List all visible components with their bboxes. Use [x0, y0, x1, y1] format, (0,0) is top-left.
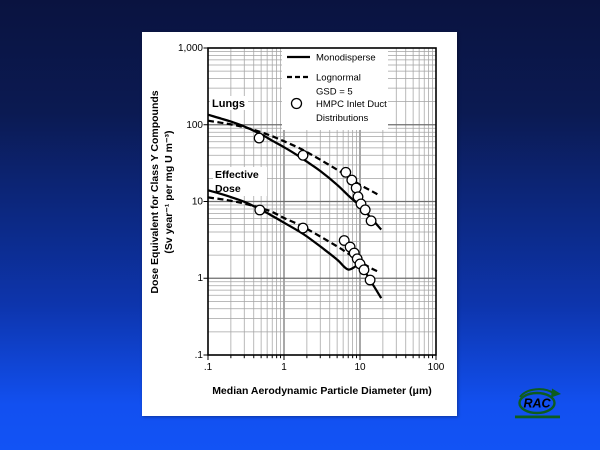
y-tick-label-1: 1	[197, 273, 203, 284]
y-axis-title-line2: (Sv year⁻¹ per mg U m⁻³)	[163, 130, 175, 253]
lungs-curve-label: Lungs	[212, 98, 245, 110]
y-tick-label-10: 10	[192, 197, 204, 208]
plot-frame	[207, 47, 437, 356]
dose-vs-particle-diameter-chart: Monodisperse Lognormal GSD = 5 HMPC Inle…	[149, 43, 445, 397]
hmpc-data-point	[365, 215, 377, 227]
hmpc-data-point	[297, 222, 309, 234]
legend-background	[282, 46, 388, 130]
hmpc-circle-markers	[253, 132, 377, 286]
y-tick-label-1000: 1,000	[178, 43, 203, 54]
hmpc-data-point	[254, 204, 266, 216]
x-tick-label-100: 100	[428, 362, 445, 373]
hmpc-data-point	[364, 274, 376, 286]
data-curves	[207, 113, 383, 299]
legend-label-hmpc: HMPC Inlet Duct	[316, 99, 387, 110]
hmpc-data-point	[253, 132, 265, 144]
rac-logo-underline	[515, 415, 560, 419]
rac-logo-text: RAC	[523, 397, 551, 411]
hmpc-data-point	[358, 264, 370, 276]
x-tick-label-10: 10	[354, 362, 366, 373]
x-tick-label-1: 1	[281, 362, 287, 373]
legend-label-gsd: GSD = 5	[316, 87, 353, 98]
hmpc-data-point	[350, 182, 362, 194]
y-tick-label-0p1: .1	[195, 350, 204, 361]
hmpc-data-point	[359, 204, 371, 216]
lungs-label-background	[210, 96, 248, 110]
rac-logo-arrow-arc	[519, 388, 555, 398]
hmpc-data-point	[340, 166, 352, 178]
rac-logo-graphic: RAC	[515, 388, 561, 419]
legend-circle-marker-swatch	[290, 97, 303, 110]
rac-logo: RAC	[510, 384, 566, 424]
effective-dose-label-background	[213, 167, 267, 196]
y-tick-label-100: 100	[186, 120, 203, 131]
legend-label-monodisperse: Monodisperse	[316, 53, 376, 64]
legend-label-lognormal: Lognormal	[316, 73, 361, 84]
rac-logo-arrowhead	[551, 388, 561, 398]
chart-panel: Monodisperse Lognormal GSD = 5 HMPC Inle…	[142, 32, 457, 416]
x-axis-title: Median Aerodynamic Particle Diameter (μm…	[212, 385, 432, 397]
x-tick-label-0p1: .1	[204, 362, 213, 373]
rac-logo-ellipse	[518, 391, 556, 415]
effective-dose-curve-label-line1: Effective	[215, 169, 259, 181]
legend-label-distributions: Distributions	[316, 113, 369, 124]
y-axis-title-line1: Dose Equivalent for Class Y Compounds	[149, 90, 161, 293]
hmpc-data-point	[297, 149, 309, 161]
effective-dose-curve-label-line2: Dose	[215, 183, 241, 195]
